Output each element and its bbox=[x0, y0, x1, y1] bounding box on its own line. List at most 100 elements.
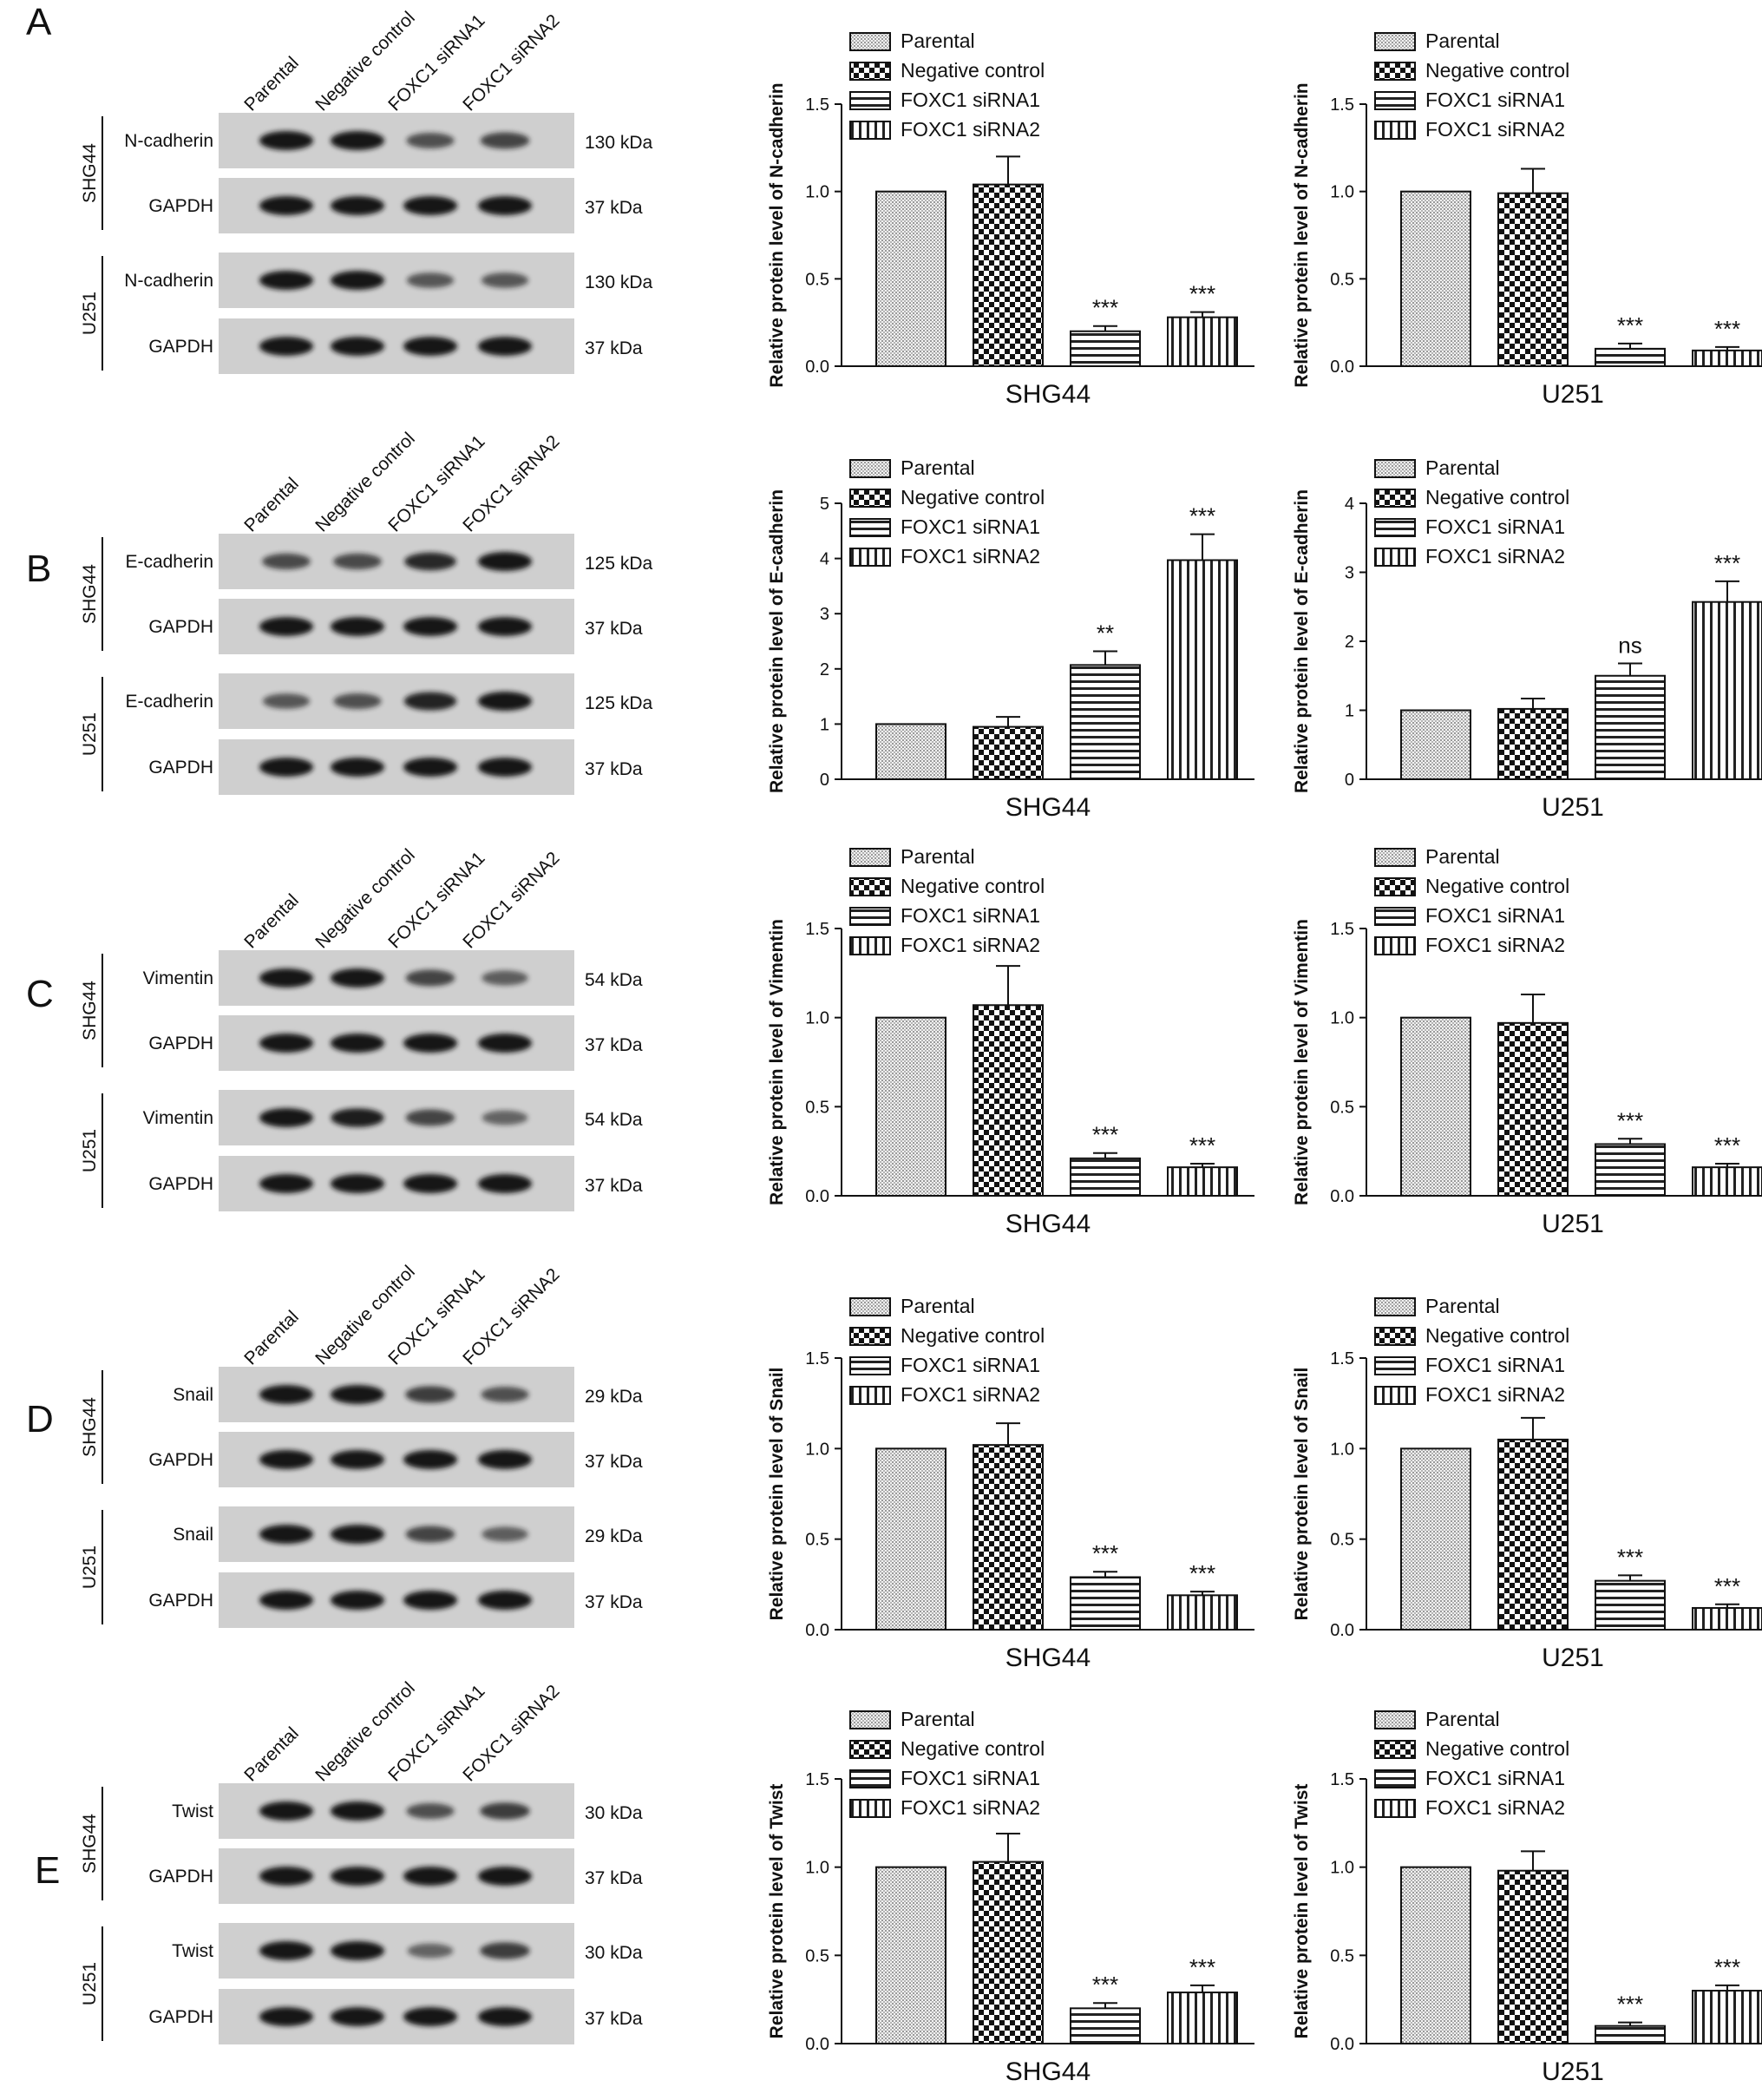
bar bbox=[1070, 2007, 1141, 2044]
x-axis-label: U251 bbox=[1542, 1644, 1604, 1672]
blot-band bbox=[481, 1526, 528, 1542]
kda-label: 29 kDa bbox=[585, 1387, 643, 1407]
blot-band bbox=[406, 272, 455, 288]
legend-swatch bbox=[849, 907, 891, 926]
legend-swatch bbox=[849, 1297, 891, 1316]
y-tick-label: 1.5 bbox=[1330, 95, 1354, 115]
blot-band bbox=[403, 2007, 457, 2026]
blot-band bbox=[478, 1867, 532, 1886]
blot-band bbox=[405, 1386, 455, 1403]
chart-D-SHG44: Parental Negative control FOXC1 siRNA1 FOXC… bbox=[767, 1295, 1254, 1672]
significance-label: *** bbox=[1092, 1122, 1118, 1148]
bar bbox=[1595, 347, 1666, 368]
legend-swatch bbox=[1374, 1386, 1416, 1405]
blot-band bbox=[259, 758, 313, 777]
blot-band bbox=[480, 132, 530, 149]
blot-band bbox=[262, 553, 311, 570]
significance-label: *** bbox=[1617, 1544, 1643, 1570]
significance-label: *** bbox=[1714, 1573, 1740, 1599]
legend-swatch bbox=[849, 1356, 891, 1375]
y-tick-label: 1.5 bbox=[1330, 1349, 1354, 1368]
significance-label: ns bbox=[1618, 632, 1641, 658]
blot-row-label: Vimentin bbox=[143, 1108, 213, 1128]
blot-band bbox=[259, 1108, 313, 1127]
legend-swatch bbox=[849, 121, 891, 140]
kda-label: 29 kDa bbox=[585, 1526, 643, 1546]
legend-entry: Negative control bbox=[901, 1737, 1045, 1760]
significance-label: *** bbox=[1092, 1972, 1118, 1998]
y-tick-label: 1.0 bbox=[805, 1440, 829, 1459]
y-tick-label: 0.0 bbox=[805, 1621, 829, 1640]
blot-row-label: Twist bbox=[172, 1801, 213, 1821]
lane-label: Parental bbox=[240, 53, 303, 115]
legend-entry: FOXC1 siRNA2 bbox=[1425, 1796, 1565, 1819]
blot-band bbox=[403, 1450, 457, 1469]
significance-label: *** bbox=[1617, 1107, 1643, 1133]
blot-band bbox=[403, 758, 457, 777]
blot-band bbox=[478, 1450, 532, 1469]
lane-label: Parental bbox=[240, 890, 303, 953]
legend-entry: FOXC1 siRNA2 bbox=[901, 1796, 1040, 1819]
blot-row: Vimentin 54 kDa bbox=[143, 1090, 643, 1145]
blot-band bbox=[259, 1591, 313, 1610]
blot-band bbox=[259, 2007, 313, 2026]
chart-A-U251: Parental Negative control FOXC1 siRNA1 FOXC… bbox=[1292, 30, 1762, 409]
chart-E-U251: Parental Negative control FOXC1 siRNA1 FOXC… bbox=[1292, 1708, 1762, 2086]
legend-swatch bbox=[1374, 1297, 1416, 1316]
legend-entry: FOXC1 siRNA1 bbox=[1425, 89, 1565, 111]
kda-label: 37 kDa bbox=[585, 759, 643, 779]
y-tick-label: 0.0 bbox=[1330, 358, 1354, 377]
panel-letter: C bbox=[26, 973, 54, 1015]
blot-band bbox=[331, 1385, 384, 1404]
blot-row: E-cadherin 125 kDa bbox=[125, 534, 653, 589]
blot-band bbox=[331, 758, 384, 777]
legend-entry: Parental bbox=[901, 1295, 975, 1317]
legend-entry: FOXC1 siRNA2 bbox=[901, 118, 1040, 141]
bar bbox=[1692, 600, 1762, 780]
significance-label: *** bbox=[1714, 1954, 1740, 1980]
blot-row-label: GAPDH bbox=[148, 617, 213, 637]
bar bbox=[973, 1860, 1044, 2044]
bar bbox=[875, 1447, 947, 1631]
significance-label: *** bbox=[1189, 1560, 1215, 1586]
y-tick-label: 0.5 bbox=[1330, 1946, 1354, 1965]
lane-label: Parental bbox=[240, 1723, 303, 1786]
blot-band bbox=[331, 1174, 384, 1193]
legend-swatch bbox=[1374, 848, 1416, 867]
bar bbox=[1400, 1447, 1471, 1631]
blot-row: N-cadherin 130 kDa bbox=[124, 253, 653, 308]
y-tick-label: 0 bbox=[1345, 771, 1354, 790]
y-tick-label: 1.5 bbox=[1330, 920, 1354, 939]
bar bbox=[973, 183, 1044, 367]
blot-band bbox=[480, 1802, 530, 1820]
x-axis-label: U251 bbox=[1542, 2057, 1604, 2086]
bar bbox=[1400, 1866, 1471, 2045]
y-tick-label: 1.0 bbox=[805, 1009, 829, 1028]
blot-row: GAPDH 37 kDa bbox=[148, 1848, 643, 1904]
legend-entry: Negative control bbox=[1425, 486, 1569, 509]
y-tick-label: 1.0 bbox=[1330, 183, 1354, 202]
blot-row-label: GAPDH bbox=[148, 196, 213, 216]
group-label: SHG44 bbox=[80, 564, 100, 624]
blot-row-label: N-cadherin bbox=[124, 131, 213, 151]
blot-band bbox=[478, 337, 532, 356]
y-tick-label: 1.0 bbox=[1330, 1859, 1354, 1878]
legend-entry: FOXC1 siRNA1 bbox=[1425, 1767, 1565, 1789]
y-axis-label: Relative protein level of Snail bbox=[1292, 1368, 1312, 1621]
legend-swatch bbox=[849, 1799, 891, 1818]
blot-band bbox=[259, 337, 313, 356]
blot-row-label: E-cadherin bbox=[125, 692, 213, 712]
kda-label: 37 kDa bbox=[585, 2009, 643, 2029]
blot-band bbox=[481, 1110, 528, 1125]
bar-charts: Parental Negative control FOXC1 siRNA1 FOXC… bbox=[767, 30, 1762, 2086]
legend-swatch bbox=[849, 62, 891, 81]
panel-letter: B bbox=[26, 548, 51, 590]
blot-row: N-cadherin 130 kDa bbox=[124, 113, 653, 168]
blot-row: GAPDH 37 kDa bbox=[148, 318, 643, 374]
legend-entry: FOXC1 siRNA2 bbox=[1425, 934, 1565, 956]
bar bbox=[1167, 1594, 1238, 1631]
blot-band bbox=[478, 1174, 532, 1193]
legend-swatch bbox=[1374, 91, 1416, 110]
legend-swatch bbox=[1374, 1327, 1416, 1346]
